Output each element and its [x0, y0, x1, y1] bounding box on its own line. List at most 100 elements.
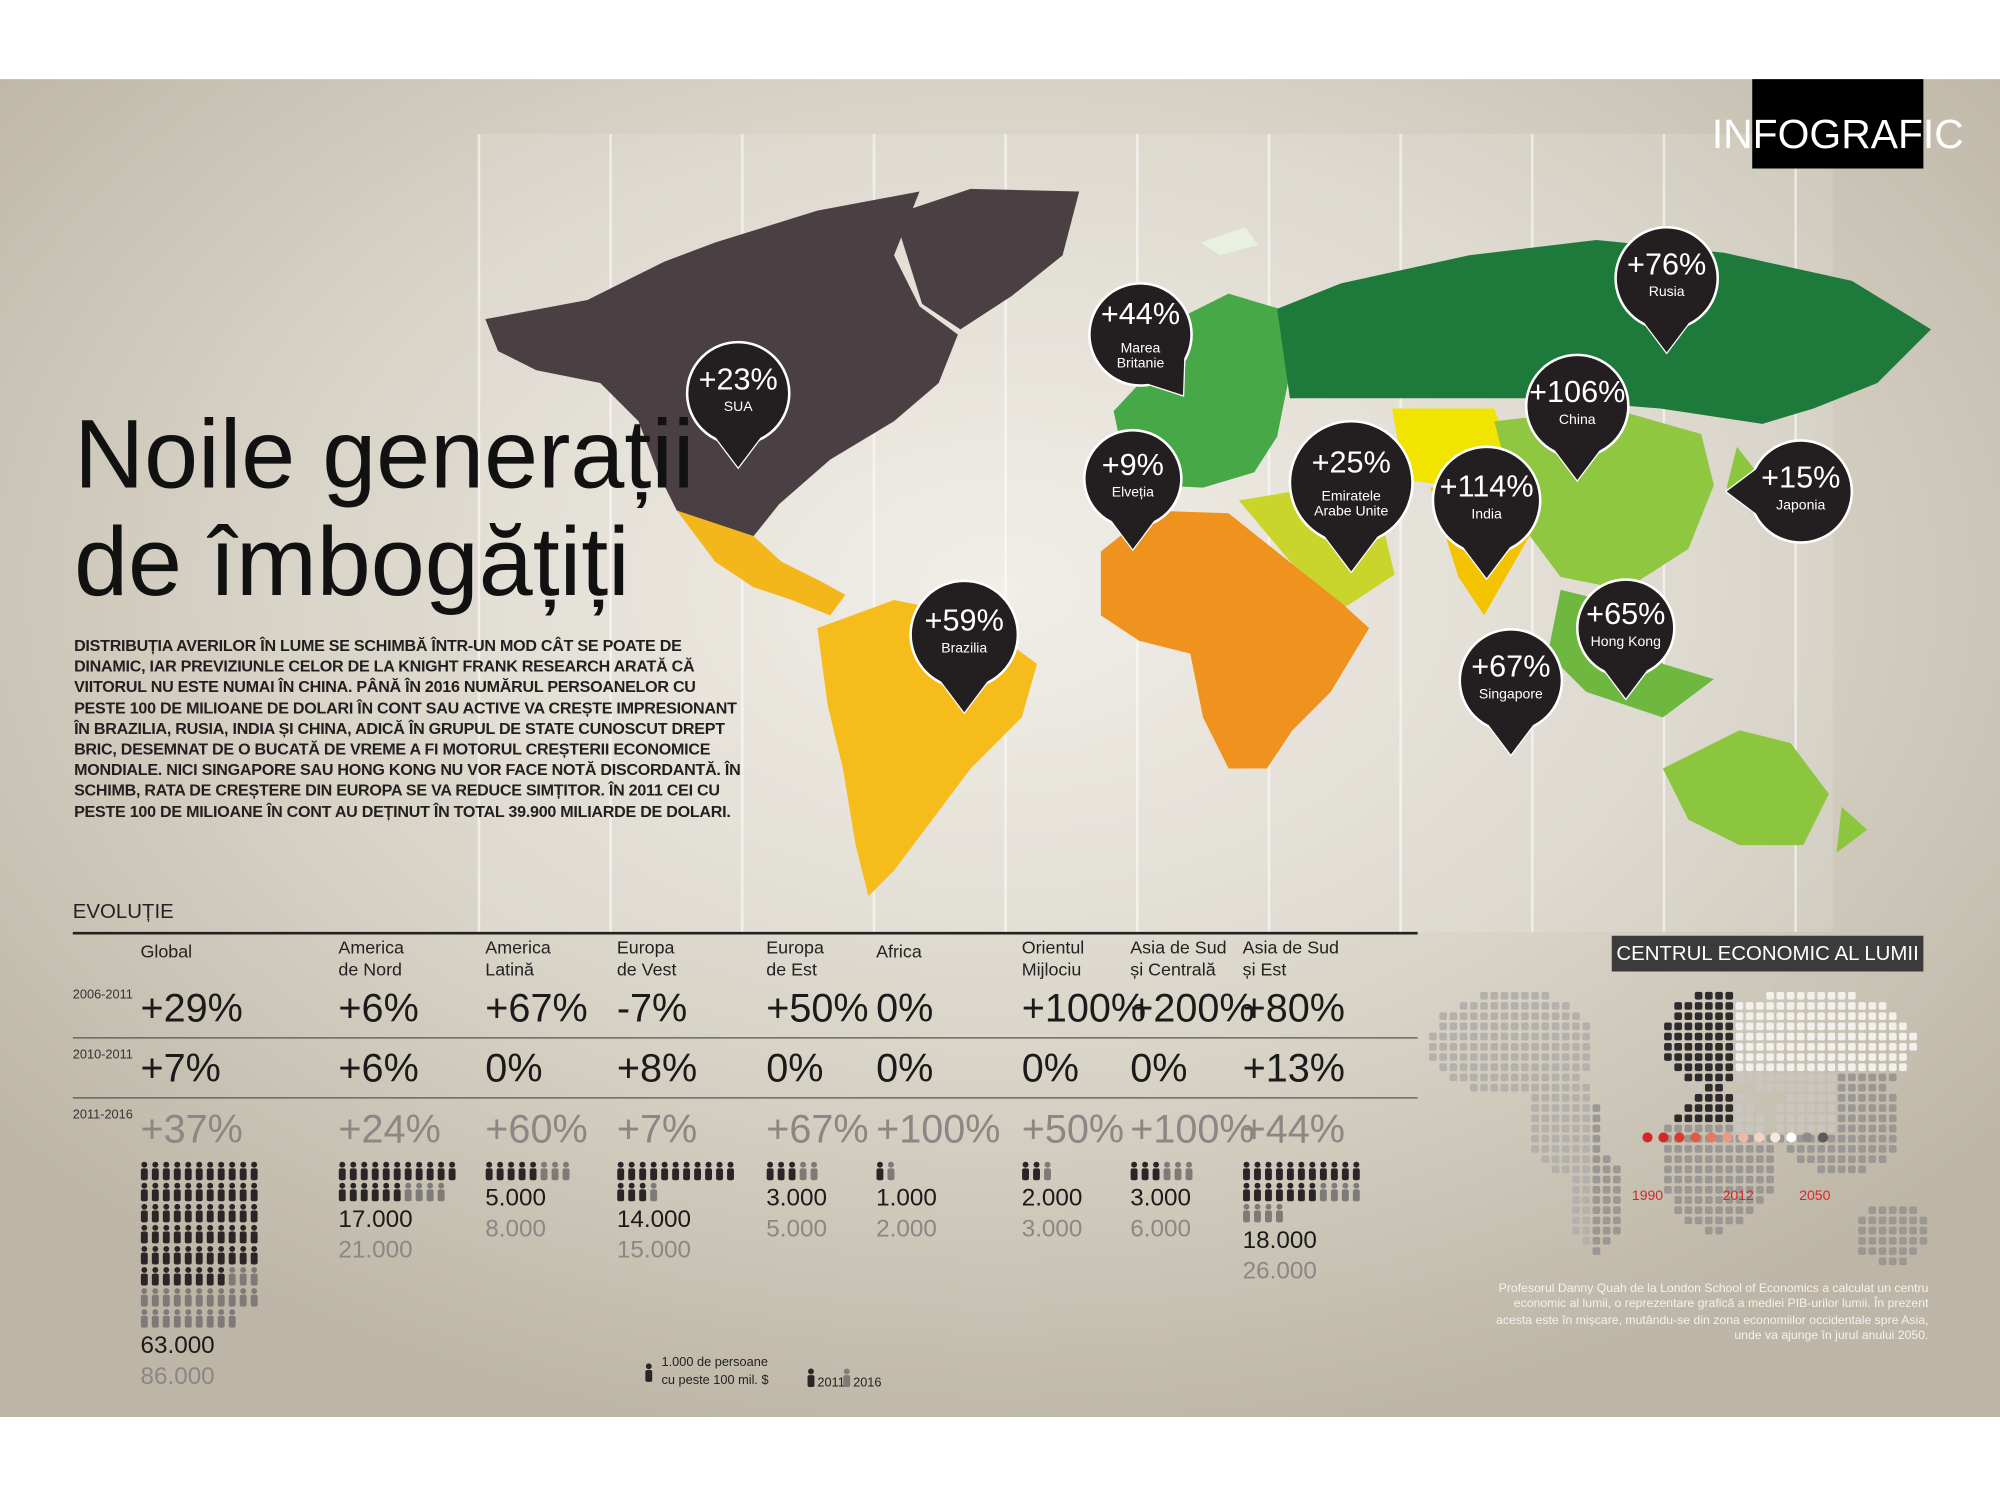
- person-head: [152, 1288, 159, 1294]
- map-dot: [1817, 1032, 1826, 1041]
- map-dot: [1827, 1134, 1836, 1143]
- person-icon: [228, 1182, 236, 1202]
- person-icon: [1330, 1182, 1338, 1202]
- map-dot: [1786, 1094, 1795, 1102]
- map-dot: [1541, 1104, 1550, 1112]
- map-dot: [1500, 1042, 1509, 1051]
- person-body: [507, 1168, 515, 1181]
- person-body: [562, 1168, 570, 1181]
- map-dot: [1704, 1083, 1713, 1092]
- period-label: 2011-2016: [73, 1106, 133, 1121]
- person-body: [184, 1273, 192, 1286]
- map-dot: [1531, 1042, 1539, 1051]
- person-body: [1265, 1210, 1272, 1223]
- person-head: [185, 1224, 192, 1231]
- map-dot: [1592, 1206, 1601, 1215]
- map-dot: [1704, 1002, 1713, 1010]
- person-body: [1265, 1168, 1272, 1181]
- map-dot: [1817, 1022, 1826, 1031]
- person-body: [360, 1189, 368, 1202]
- center-trail-dot: [1690, 1132, 1701, 1143]
- map-dot: [1572, 1063, 1580, 1072]
- map-dot: [1500, 1032, 1509, 1041]
- map-dot: [1582, 1094, 1591, 1102]
- person-body: [195, 1168, 203, 1181]
- person-head: [716, 1161, 723, 1168]
- map-dot: [1429, 1042, 1437, 1051]
- map-dot: [1837, 1145, 1846, 1153]
- map-dot: [1756, 1022, 1764, 1031]
- map-dot: [1561, 1042, 1570, 1051]
- map-dot: [1848, 1002, 1856, 1010]
- map-dot: [1561, 1073, 1570, 1082]
- map-dot: [1521, 1032, 1529, 1041]
- map-dot: [1592, 1247, 1601, 1255]
- map-dot: [1888, 1053, 1897, 1061]
- map-dot: [1613, 1196, 1621, 1204]
- marker-tail-fill: [1319, 529, 1384, 572]
- column-header: de Nord: [338, 959, 402, 979]
- person-icon: [206, 1224, 214, 1244]
- map-dot: [1572, 1012, 1580, 1020]
- person-body: [1243, 1210, 1250, 1223]
- marker-tail-fill: [1484, 719, 1538, 755]
- map-dot: [1888, 1042, 1897, 1051]
- person-icon: [151, 1161, 159, 1181]
- person-head: [1287, 1182, 1294, 1189]
- map-dot: [1878, 1042, 1887, 1051]
- person-icon: [661, 1161, 669, 1181]
- map-dot: [1510, 991, 1519, 1000]
- map-dot: [1735, 1155, 1744, 1163]
- map-dot: [1582, 1237, 1591, 1245]
- person-head: [196, 1267, 203, 1273]
- person-body: [151, 1252, 159, 1265]
- person-icon: [404, 1161, 412, 1181]
- person-body: [1044, 1168, 1051, 1181]
- map-dot: [1704, 1022, 1713, 1031]
- person-head: [427, 1182, 434, 1189]
- map-dot: [1704, 1175, 1713, 1184]
- person-icon: [140, 1309, 148, 1328]
- map-dot: [1827, 1114, 1836, 1123]
- person-icon: [140, 1245, 148, 1265]
- person-body: [766, 1168, 774, 1181]
- map-dot: [1602, 1226, 1611, 1235]
- map-dot: [1480, 1042, 1488, 1051]
- person-head: [361, 1182, 368, 1189]
- person-icon: [1319, 1182, 1327, 1202]
- map-dot: [1776, 1073, 1785, 1082]
- person-body: [1308, 1168, 1316, 1181]
- map-dot: [1704, 1185, 1713, 1194]
- map-dot: [1735, 1216, 1744, 1225]
- map-dot: [1561, 1145, 1570, 1153]
- map-dot: [1684, 1145, 1693, 1153]
- person-icon: [140, 1267, 148, 1286]
- map-dot: [1827, 1104, 1836, 1112]
- map-dot: [1725, 1032, 1734, 1041]
- map-dot: [1551, 1114, 1560, 1123]
- map-dot: [1572, 1042, 1580, 1051]
- map-dot: [1715, 1155, 1723, 1163]
- person-icon: [239, 1182, 247, 1202]
- map-dot: [1909, 1206, 1917, 1215]
- center-trail-dot: [1658, 1132, 1669, 1143]
- person-icon: [382, 1182, 390, 1202]
- growth-value: +6%: [338, 986, 418, 1030]
- map-dot: [1745, 1012, 1754, 1020]
- map-dot: [1684, 1073, 1693, 1082]
- map-dot: [1878, 1083, 1887, 1092]
- person-icon: [1286, 1161, 1294, 1181]
- count-2016: 15.000: [617, 1236, 691, 1263]
- intro-box: DISTRIBUȚIA AVERILOR ÎN LUME SE SCHIMBĂ …: [74, 637, 741, 820]
- person-icon: [426, 1161, 434, 1181]
- person-icon: [437, 1161, 445, 1181]
- map-dot: [1745, 1165, 1754, 1174]
- column-header: Global: [140, 941, 192, 961]
- map-dot: [1848, 1083, 1856, 1092]
- person-body: [1130, 1168, 1138, 1181]
- map-dot: [1521, 1073, 1529, 1082]
- person-icon: [162, 1309, 170, 1328]
- person-body: [1330, 1168, 1338, 1181]
- map-dot: [1848, 1155, 1856, 1163]
- map-dot: [1858, 1247, 1866, 1255]
